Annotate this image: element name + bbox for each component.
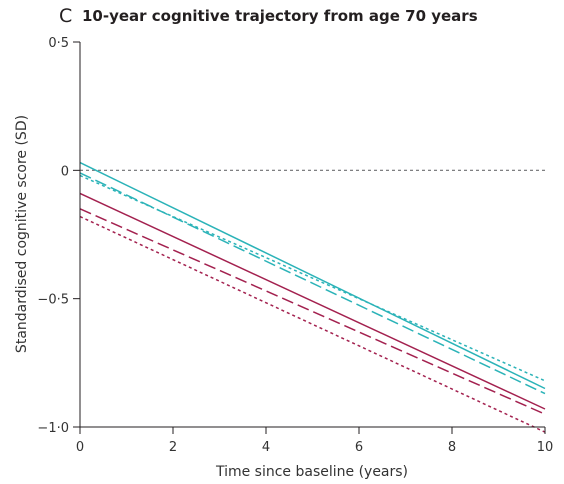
y-tick-label: 0·5	[48, 36, 69, 51]
x-tick-label: 4	[262, 440, 270, 455]
x-tick-label: 10	[537, 440, 554, 455]
x-axis-label: Time since baseline (years)	[215, 464, 408, 480]
x-ticks: 0 2 4 6 8 10	[76, 427, 553, 455]
y-ticks: 0·5 0 −0·5 −1·0	[37, 36, 80, 436]
y-tick-label: −1·0	[37, 421, 69, 436]
y-axis-label: Standardised cognitive score (SD)	[14, 115, 30, 353]
chart-title: 10-year cognitive trajectory from age 70…	[82, 7, 478, 25]
panel-letter: C	[59, 5, 72, 27]
x-tick-label: 6	[355, 440, 363, 455]
series-line-crimson-dotted	[79, 215, 546, 433]
series-line-teal-dashed	[79, 172, 546, 395]
x-tick-label: 0	[76, 440, 84, 455]
x-tick-label: 2	[169, 440, 177, 455]
y-tick-label: −0·5	[37, 293, 69, 308]
series-line-crimson-dashed	[79, 208, 546, 415]
series-line-crimson-solid	[79, 192, 546, 410]
series-line-teal-solid	[79, 161, 546, 390]
series-line-teal-dotted	[79, 174, 546, 382]
x-tick-label: 8	[448, 440, 456, 455]
series-layer	[79, 161, 546, 433]
y-tick-label: 0	[61, 164, 69, 179]
